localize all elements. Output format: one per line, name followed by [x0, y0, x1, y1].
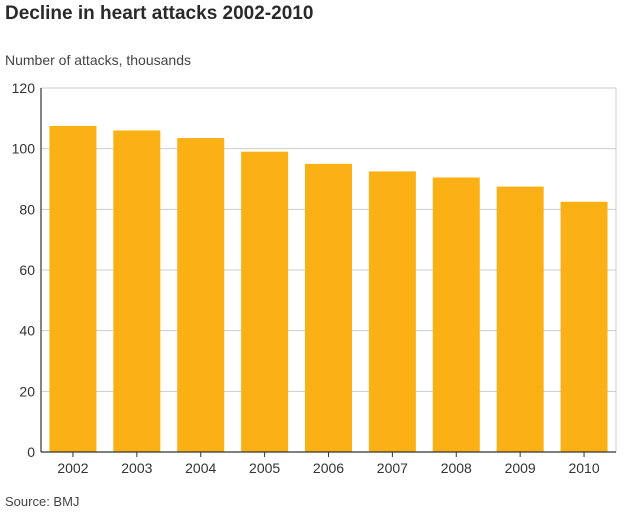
bar-2002	[49, 125, 97, 453]
chart-title: Decline in heart attacks 2002-2010	[5, 3, 314, 24]
y-tick-label: 60	[19, 262, 35, 278]
source-note: Source: BMJ	[5, 494, 80, 509]
x-tick-label: 2008	[441, 460, 472, 476]
bars	[49, 125, 608, 453]
bar-2005	[241, 151, 289, 452]
x-tick-label: 2004	[185, 460, 216, 476]
bar-2004	[177, 138, 225, 453]
x-tick-label: 2006	[313, 460, 344, 476]
bar-2009	[496, 186, 544, 453]
bar-2008	[432, 177, 480, 452]
y-tick-label: 40	[19, 323, 35, 339]
y-tick-label: 0	[27, 444, 35, 460]
axes	[40, 88, 616, 457]
y-tick-label: 120	[12, 80, 36, 96]
x-tick-label: 2002	[57, 460, 88, 476]
x-tick-label: 2005	[249, 460, 280, 476]
y-axis-label: Number of attacks, thousands	[5, 52, 191, 68]
x-tick-label: 2007	[377, 460, 408, 476]
x-tick-label: 2003	[121, 460, 152, 476]
bar-2006	[305, 163, 352, 453]
x-tick-label: 2009	[505, 460, 536, 476]
y-tick-label: 100	[12, 141, 36, 157]
y-tick-label: 80	[19, 201, 35, 217]
y-tick-label: 20	[19, 383, 35, 399]
bar-2003	[113, 130, 161, 452]
bar-2007	[368, 171, 416, 452]
y-tick-labels: 0 20 40 60 80 100 120	[12, 80, 36, 460]
x-tick-labels: 2002 2003 2004 2005 2006 2007 2008 2009 2010	[57, 460, 599, 476]
x-tick-label: 2010	[568, 460, 599, 476]
bar-2010	[560, 201, 608, 452]
